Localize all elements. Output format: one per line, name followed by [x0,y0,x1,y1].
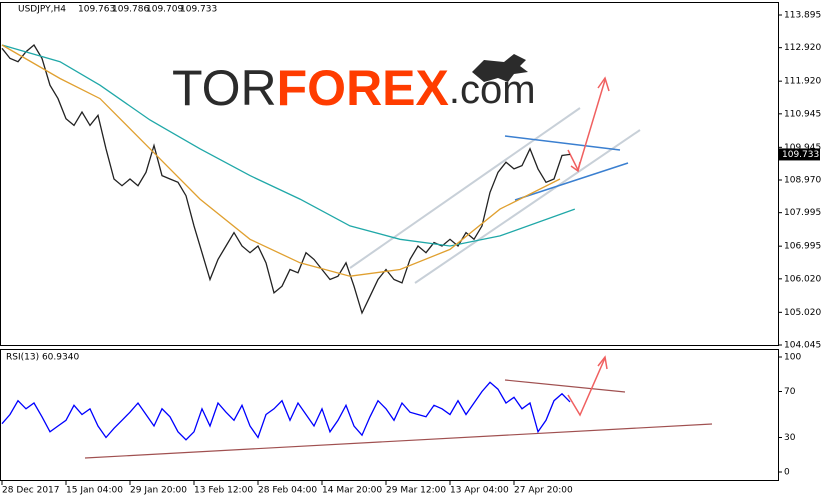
y-tick-label: 70 [784,387,796,397]
y-tick-label: 110.945 [784,109,821,119]
rsi-trend-line [84,423,713,459]
y-tick-label: 106.020 [784,274,821,284]
logo: TORFOREX.com [172,54,536,116]
price-panel [0,2,779,346]
annotations [84,76,713,459]
y-tick-label: 111.920 [784,77,821,87]
y-tick-label: 104.045 [784,341,821,351]
x-tick-label: 14 Mar 20:00 [322,486,382,496]
forecast-arrow [567,79,606,173]
x-tick-label: 28 Dec 2017 [2,486,60,496]
last-price-label: 109.733 [782,150,819,160]
rsi-title: RSI(13) 60.9340 [6,353,79,363]
arrow-head [570,161,581,173]
logo-text: TORFOREX.com [172,60,536,116]
logo-part: FOREX [277,60,449,116]
x-tick-label: 27 Apr 20:00 [514,486,573,496]
arrow-head [597,355,608,370]
channel-line [414,129,641,284]
series-line [1,44,571,315]
y-tick-label: 113.895 [784,11,821,21]
y-tick-label: 30 [784,433,796,443]
ohlc: 109.763 [78,5,115,15]
x-tick-label: 13 Feb 12:00 [194,486,253,496]
x-tick-label: 29 Mar 12:00 [386,486,446,496]
logo-part: TOR [172,60,277,116]
y-tick-label: 107.995 [784,208,821,218]
y-tick-label: 100 [784,353,801,363]
symbol: USDJPY,H4 [18,5,66,15]
y-tick-label: 0 [784,468,790,478]
y-tick-label: 109.945 [784,143,821,153]
x-tick-label: 28 Feb 04:00 [258,486,317,496]
x-tick-label: 13 Apr 04:00 [450,486,509,496]
x-tick-label: 29 Jan 20:00 [130,486,187,496]
ohlc: 109.733 [180,5,217,15]
logo-bull [472,54,528,82]
series-line [1,44,561,277]
last-price-box [778,148,820,161]
y-tick-label: 112.920 [784,43,821,53]
y-tick-label: 105.020 [784,308,821,318]
ohlc: 109.786 [112,5,149,15]
triangle-line [504,135,621,151]
series-line [1,381,571,441]
rsi-trend-line [504,379,626,393]
arrow-head [597,76,610,92]
y-tick-label: 106.995 [784,242,821,252]
x-tick-label: 15 Jan 04:00 [66,486,123,496]
y-tick-label: 108.970 [784,176,821,186]
ohlc: 109.709 [146,5,183,15]
triangle-line [514,162,629,201]
series-line [1,44,576,247]
channel-line [349,107,581,269]
rsi-panel [0,349,779,481]
forecast-arrow [567,357,606,417]
